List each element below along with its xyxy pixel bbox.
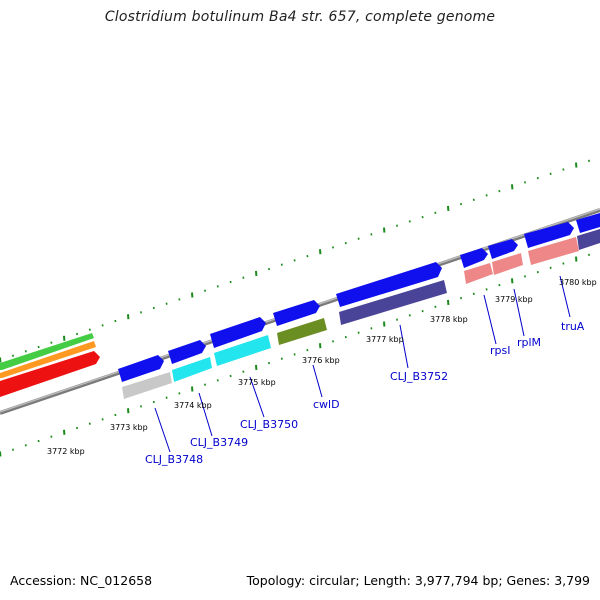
- gene-label[interactable]: truA: [561, 320, 585, 333]
- map-title: Clostridium botulinum Ba4 str. 657, comp…: [104, 9, 496, 25]
- gene-leader-lines: [154, 275, 571, 453]
- gene-label[interactable]: CLJ_B3749: [190, 436, 248, 449]
- gene-arrow[interactable]: [273, 300, 320, 326]
- product-bar[interactable]: [339, 280, 447, 325]
- scale-label: 3776 kbp: [302, 356, 340, 365]
- forward-genes: [118, 213, 600, 382]
- product-bar[interactable]: [528, 237, 579, 265]
- product-bar[interactable]: [577, 229, 600, 250]
- track-red: [0, 351, 100, 397]
- scale-label: 3778 kbp: [430, 315, 468, 324]
- gene-arrow[interactable]: [168, 340, 206, 364]
- product-bar[interactable]: [122, 372, 172, 399]
- scale-label: 3773 kbp: [110, 423, 148, 432]
- gene-arrow[interactable]: [460, 248, 488, 268]
- gene-arrow[interactable]: [210, 317, 266, 348]
- scale-label: 3775 kbp: [238, 378, 276, 387]
- product-bar[interactable]: [492, 253, 523, 275]
- gene-arrow[interactable]: [118, 355, 164, 382]
- product-bar[interactable]: [464, 263, 493, 284]
- scale-label: 3774 kbp: [174, 401, 212, 410]
- scale-label: 3780 kbp: [559, 278, 597, 287]
- gene-labels: CLJ_B3748 CLJ_B3749 CLJ_B3750 cwlD CLJ_B…: [145, 320, 585, 466]
- track-green: [0, 333, 94, 370]
- gene-arrow[interactable]: [488, 239, 518, 259]
- genome-summary-text: Topology: circular; Length: 3,977,794 bp…: [246, 573, 590, 588]
- lower-tick-row: [0, 253, 590, 457]
- gene-arrow[interactable]: [524, 222, 574, 248]
- gene-label[interactable]: rplM: [517, 336, 541, 349]
- gene-arrow[interactable]: [576, 213, 600, 233]
- gene-label[interactable]: cwlD: [313, 398, 340, 411]
- gene-label[interactable]: rpsI: [490, 344, 510, 357]
- gene-arrow[interactable]: [336, 262, 442, 307]
- product-track: [122, 229, 600, 399]
- gene-label[interactable]: CLJ_B3752: [390, 370, 448, 383]
- product-bar[interactable]: [214, 335, 271, 366]
- accession-text: Accession: NC_012658: [10, 573, 153, 588]
- gene-label[interactable]: CLJ_B3750: [240, 418, 298, 431]
- product-bar[interactable]: [277, 318, 327, 345]
- scale-label: 3772 kbp: [47, 447, 85, 456]
- upper-tick-row: [0, 159, 590, 363]
- product-bar[interactable]: [172, 357, 212, 382]
- scale-label: 3777 kbp: [366, 335, 404, 344]
- track-orange: [0, 341, 96, 378]
- gene-label[interactable]: CLJ_B3748: [145, 453, 203, 466]
- scale-label: 3779 kbp: [495, 295, 533, 304]
- scale-labels: 3772 kbp 3773 kbp 3774 kbp 3775 kbp 3776…: [47, 278, 597, 456]
